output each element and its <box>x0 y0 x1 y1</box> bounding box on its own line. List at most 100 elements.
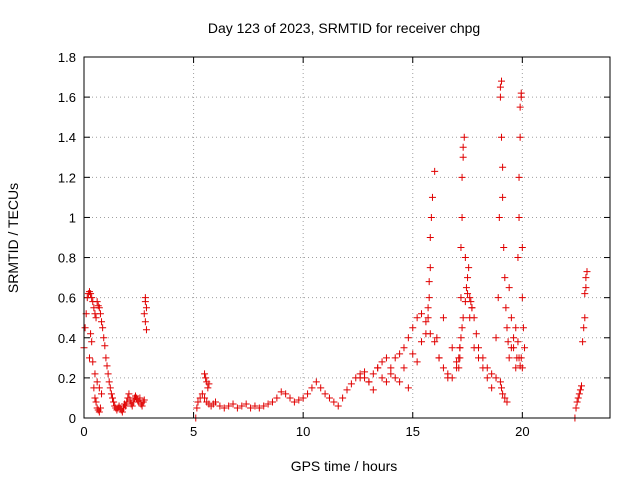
data-point <box>510 334 518 342</box>
data-point <box>496 83 504 91</box>
data-point <box>273 394 281 402</box>
data-point <box>470 344 478 352</box>
data-point <box>92 314 100 322</box>
data-point <box>138 402 146 410</box>
data-point <box>518 364 526 372</box>
data-point <box>574 394 582 402</box>
data-point <box>108 394 116 402</box>
data-point <box>369 370 377 378</box>
data-point <box>427 213 435 221</box>
data-point <box>439 314 447 322</box>
x-tick-label: 5 <box>190 424 197 439</box>
data-point <box>277 388 285 396</box>
data-point <box>194 398 202 406</box>
data-point <box>467 298 475 306</box>
data-point <box>458 324 466 332</box>
data-point <box>400 344 408 352</box>
data-point <box>136 394 144 402</box>
data-point <box>505 284 513 292</box>
data-point <box>513 354 521 362</box>
data-point <box>225 402 233 410</box>
data-point <box>464 274 472 282</box>
data-point <box>378 374 386 382</box>
data-point <box>582 284 590 292</box>
data-point <box>496 378 504 386</box>
data-point <box>518 244 526 252</box>
data-point <box>339 394 347 402</box>
data-point <box>198 390 206 398</box>
data-point <box>505 354 513 362</box>
data-point <box>95 304 103 312</box>
data-point <box>110 398 118 406</box>
y-tick-label: 1.6 <box>58 90 76 105</box>
data-point <box>496 93 504 101</box>
data-point <box>413 358 421 366</box>
data-point <box>498 384 506 392</box>
data-point <box>504 338 512 346</box>
data-point <box>201 370 209 378</box>
data-point <box>347 380 355 388</box>
data-point <box>99 324 107 332</box>
data-point <box>581 314 589 322</box>
data-point <box>448 344 456 352</box>
data-point <box>510 344 518 352</box>
data-point <box>87 290 95 298</box>
y-tick-label: 0.2 <box>58 371 76 386</box>
data-point <box>581 290 589 298</box>
data-point <box>460 133 468 141</box>
data-point <box>465 264 473 272</box>
data-point <box>458 213 466 221</box>
data-point <box>88 294 96 302</box>
data-point <box>93 298 101 306</box>
data-point <box>494 294 502 302</box>
data-point <box>439 364 447 372</box>
data-point <box>387 370 395 378</box>
grid <box>84 57 610 418</box>
data-point <box>106 384 114 392</box>
data-point <box>220 404 228 412</box>
y-tick-label: 1.4 <box>58 130 76 145</box>
data-point <box>453 358 461 366</box>
data-point <box>290 398 298 406</box>
data-point <box>459 143 467 151</box>
data-point <box>396 378 404 386</box>
data-point <box>495 213 503 221</box>
y-tick-label: 0.6 <box>58 291 76 306</box>
data-point <box>85 354 93 362</box>
data-point <box>458 173 466 181</box>
data-point <box>125 390 133 398</box>
data-point <box>404 334 412 342</box>
data-point <box>582 274 590 282</box>
data-point <box>501 274 509 282</box>
data-point <box>499 390 507 398</box>
data-point <box>268 398 276 406</box>
data-point <box>479 364 487 372</box>
y-axis-label: SRMTID / TECUs <box>5 183 21 293</box>
y-tick-label: 1.2 <box>58 170 76 185</box>
data-point <box>575 390 583 398</box>
data-point <box>425 294 433 302</box>
data-point <box>299 394 307 402</box>
data-point <box>286 394 294 402</box>
data-point <box>201 394 209 402</box>
data-point <box>260 402 268 410</box>
data-point <box>128 402 136 410</box>
data-point <box>583 268 591 276</box>
data-point <box>418 310 426 318</box>
data-point <box>264 400 272 408</box>
data-point <box>433 334 441 342</box>
data-point <box>515 213 523 221</box>
data-point <box>498 133 506 141</box>
data-point <box>216 402 224 410</box>
x-tick-label: 20 <box>515 424 529 439</box>
data-point <box>98 318 106 326</box>
data-point <box>142 304 150 312</box>
data-point <box>503 324 511 332</box>
data-point <box>282 390 290 398</box>
data-point <box>343 386 351 394</box>
x-tick-label: 0 <box>80 424 87 439</box>
chart-title: Day 123 of 2023, SRMTID for receiver chp… <box>208 20 480 36</box>
data-point <box>334 402 342 410</box>
data-point <box>409 350 417 358</box>
data-point <box>96 310 104 318</box>
